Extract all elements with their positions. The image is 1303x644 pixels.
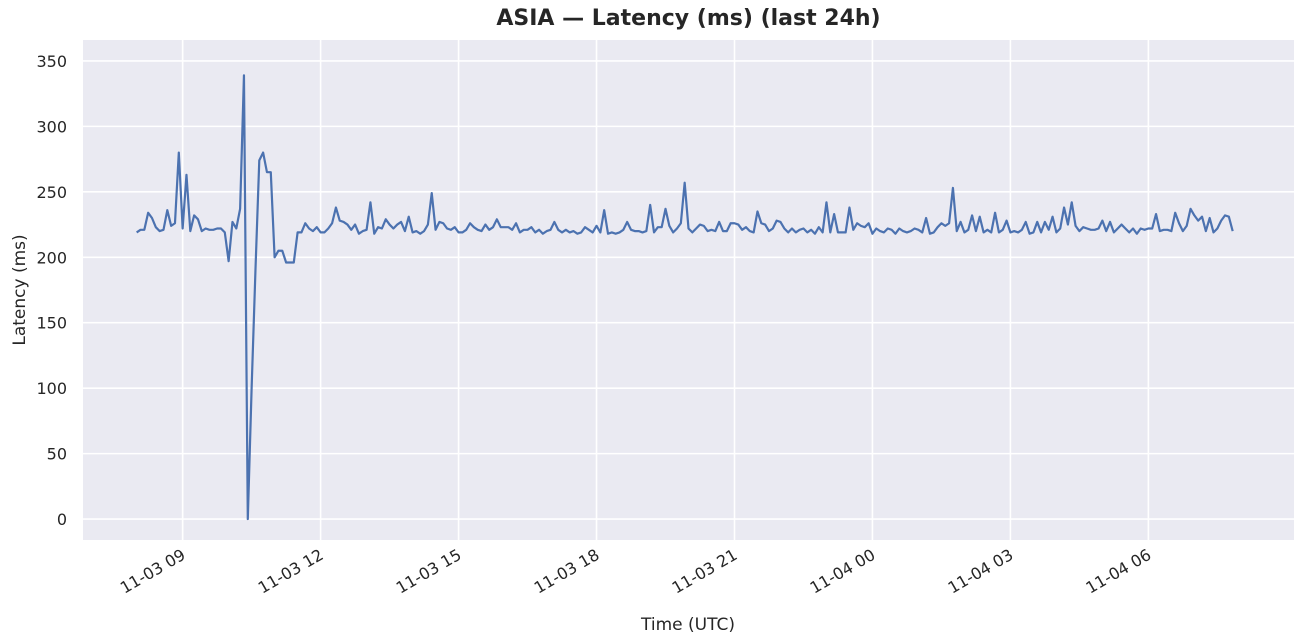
y-tick-label: 100	[36, 379, 67, 398]
y-tick-label: 0	[57, 510, 67, 529]
x-axis-label: Time (UTC)	[640, 615, 735, 635]
x-tick-label: 11-04 06	[1083, 545, 1155, 597]
chart-title: ASIA — Latency (ms) (last 24h)	[496, 6, 881, 31]
latency-series-line	[136, 74, 1234, 521]
plot-area	[83, 40, 1294, 540]
y-tick-label: 150	[36, 314, 67, 333]
y-tick-label: 50	[47, 445, 67, 464]
y-tick-label: 350	[36, 52, 67, 71]
x-tick-label: 11-03 12	[255, 545, 327, 597]
y-tick-label: 200	[36, 248, 67, 267]
x-tick-label: 11-03 09	[117, 545, 189, 597]
y-tick-label: 300	[36, 117, 67, 136]
y-axis-label: Latency (ms)	[10, 234, 30, 345]
y-tick-label: 250	[36, 183, 67, 202]
x-tick-label: 11-04 03	[945, 545, 1017, 597]
x-tick-label: 11-04 00	[807, 545, 879, 597]
x-tick-label: 11-03 15	[393, 545, 465, 597]
x-tick-label: 11-03 18	[531, 545, 603, 597]
grid	[83, 40, 1294, 540]
x-tick-label: 11-03 21	[669, 545, 741, 597]
